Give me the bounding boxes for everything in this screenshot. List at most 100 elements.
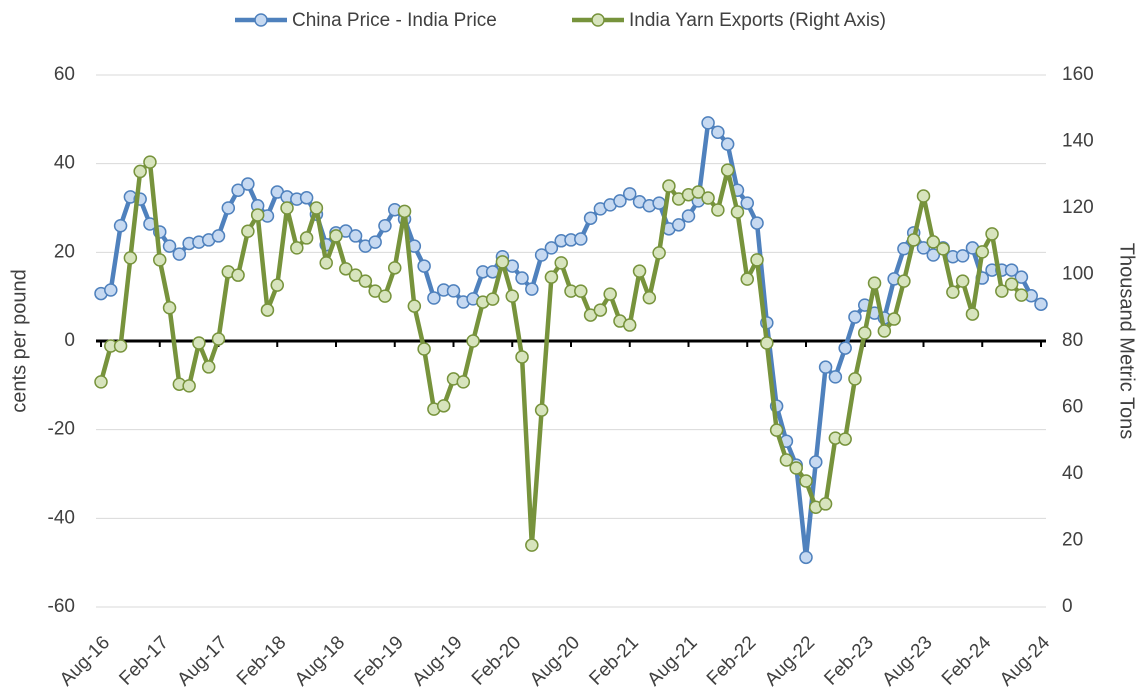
marker [652,196,666,210]
marker [182,379,196,393]
marker [936,242,950,256]
marker [681,209,696,223]
y2-tick-label: 40 [1062,463,1083,484]
marker [544,241,559,255]
marker [397,204,412,219]
marker [828,370,843,384]
x-tick-label: Feb-21 [585,632,642,689]
marker [299,191,314,205]
marker [906,233,921,247]
marker [388,261,402,275]
marker [848,372,862,386]
marker [946,285,960,299]
marker [593,303,608,317]
marker [417,342,431,356]
x-tick-label: Aug-20 [526,632,584,689]
marker [1034,297,1048,311]
marker [838,432,852,446]
marker [818,497,833,511]
y2-tick-label: 160 [1062,64,1094,85]
marker [407,299,422,313]
x-tick-label: Feb-22 [703,632,760,689]
marker [123,251,138,265]
marker [417,259,431,273]
marker [466,334,480,348]
marker [574,284,588,298]
marker [720,163,735,177]
y2-tick-label: 140 [1062,131,1094,152]
marker [133,164,147,179]
marker [740,196,754,210]
marker [711,125,725,139]
x-tick-label: Feb-18 [233,632,290,689]
marker [505,289,519,303]
marker [877,324,892,338]
x-tick-label: Aug-19 [408,632,466,689]
marker [769,423,784,437]
marker [495,255,510,269]
marker [544,270,559,284]
marker [231,268,245,282]
marker [1014,270,1029,284]
legend-marker [591,13,605,27]
y2-tick-label: 0 [1062,596,1073,617]
marker [623,187,637,201]
marker [760,336,774,350]
x-tick-label: Aug-23 [878,632,936,689]
marker [515,350,529,364]
marker [867,276,882,290]
marker [525,538,539,552]
marker [143,155,157,169]
marker [858,326,872,340]
marker [916,241,931,255]
marker [1004,263,1019,277]
marker [211,332,226,346]
y2-tick-label: 120 [1062,197,1094,218]
marker [94,375,108,389]
x-tick-label: Feb-17 [115,632,172,689]
marker [358,274,373,288]
marker [897,242,911,256]
marker [162,301,177,315]
marker [485,292,500,306]
x-tick-label: Aug-18 [291,632,349,689]
marker [172,247,187,261]
marker [740,272,754,286]
marker [211,229,226,243]
series-line [98,159,1024,548]
y2-tick-label: 60 [1062,397,1083,418]
marker [701,116,715,130]
marker [720,137,735,151]
marker [436,399,451,413]
marker [250,208,265,222]
x-tick-label: Feb-19 [350,632,407,689]
marker [378,218,392,233]
y2-axis-title: Thousand Metric Tons [1116,243,1138,439]
marker [113,339,128,353]
marker [955,274,970,288]
marker [231,183,245,198]
marker [329,229,343,243]
marker [838,341,852,355]
marker [153,253,167,267]
marker [162,239,177,253]
marker [241,177,255,191]
marker [534,403,549,417]
marker [427,291,441,305]
legend-label: India Yarn Exports (Right Axis) [629,10,886,31]
marker [368,235,382,249]
marker [603,287,617,301]
legend-label: China Price - India Price [292,10,497,31]
y-tick-label: -60 [48,596,75,617]
marker [848,310,862,324]
marker [799,550,813,565]
marker [221,201,236,215]
marker [309,201,324,215]
marker [1004,277,1019,291]
y-tick-label: 20 [54,241,75,262]
marker [299,231,314,245]
marker [671,218,686,232]
marker [348,268,363,282]
marker [515,271,529,285]
